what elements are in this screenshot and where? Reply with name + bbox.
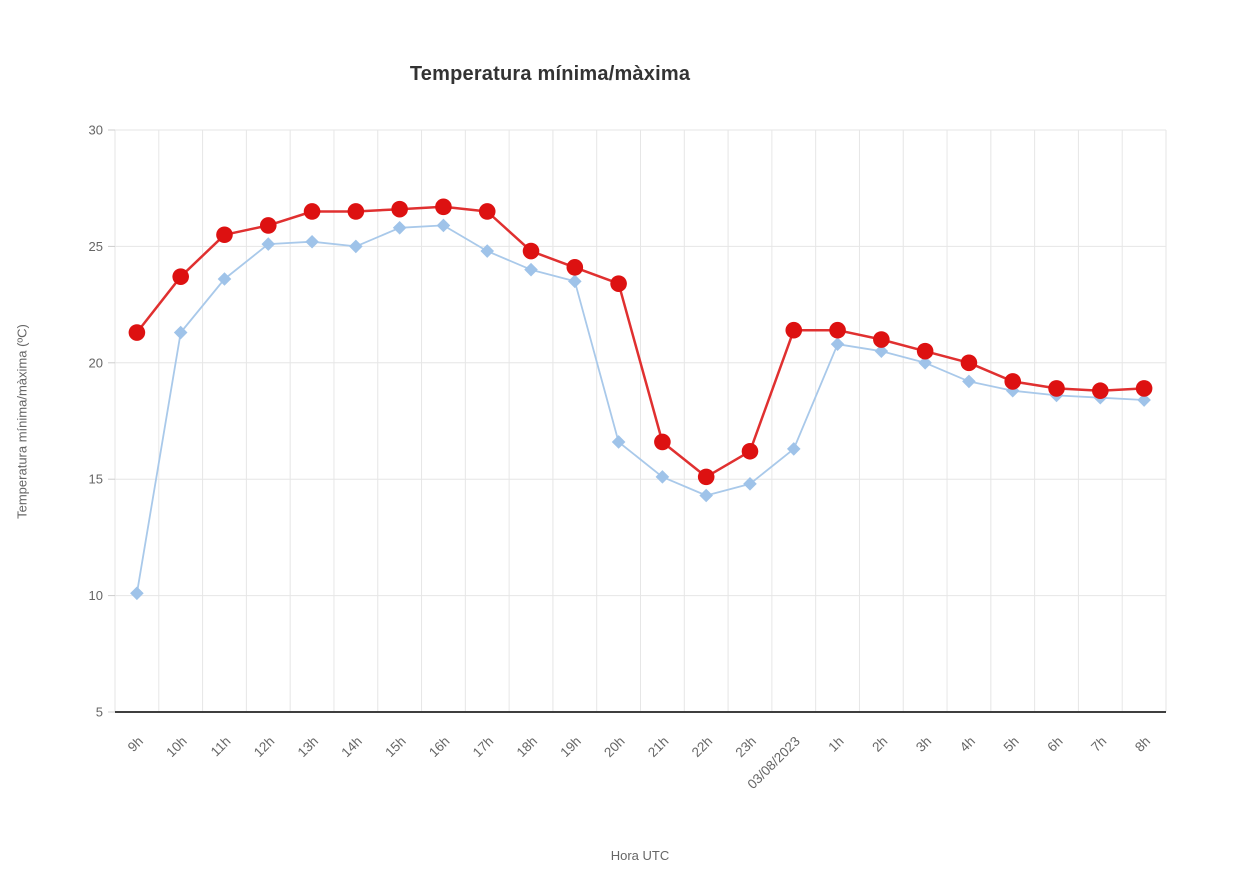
x-tick-label: 15h <box>382 734 409 761</box>
data-point-mínima[interactable] <box>699 488 713 503</box>
data-point-màxima[interactable] <box>1135 380 1153 397</box>
x-tick-label: 12h <box>251 734 278 761</box>
y-tick-label: 25 <box>89 239 103 254</box>
x-tick-label: 9h <box>125 734 146 755</box>
x-tick-label: 8h <box>1132 734 1153 755</box>
data-point-màxima[interactable] <box>566 259 584 276</box>
y-tick-label: 20 <box>89 355 103 370</box>
data-point-màxima[interactable] <box>259 217 277 234</box>
data-point-màxima[interactable] <box>610 275 627 292</box>
data-point-màxima[interactable] <box>435 198 452 216</box>
x-tick-label: 20h <box>601 734 628 761</box>
data-point-mínima[interactable] <box>611 435 626 449</box>
series-markers-màxima <box>128 198 1153 486</box>
data-point-màxima[interactable] <box>829 321 846 339</box>
x-tick-label: 3h <box>913 734 934 755</box>
data-point-mínima[interactable] <box>436 218 451 233</box>
data-point-mínima[interactable] <box>743 477 757 491</box>
x-tick-label: 18h <box>514 734 541 761</box>
data-point-màxima[interactable] <box>391 200 408 218</box>
y-tick-label: 30 <box>89 123 103 138</box>
x-tick-label: 23h <box>733 734 760 761</box>
x-tick-label: 19h <box>557 734 584 761</box>
data-point-mínima[interactable] <box>217 272 232 286</box>
chart-title: Temperatura mínima/màxima <box>409 63 691 85</box>
data-point-mínima[interactable] <box>305 234 319 249</box>
data-point-mínima[interactable] <box>568 274 582 289</box>
data-point-màxima[interactable] <box>960 354 978 372</box>
data-point-mínima[interactable] <box>962 374 976 389</box>
data-point-mínima[interactable] <box>261 237 276 251</box>
data-point-mínima[interactable] <box>524 262 538 277</box>
data-point-màxima[interactable] <box>873 331 890 348</box>
data-point-màxima[interactable] <box>347 203 365 220</box>
data-point-màxima[interactable] <box>522 242 540 260</box>
y-tick-label: 5 <box>96 705 103 720</box>
chart-context-menu-button[interactable] <box>1112 76 1160 122</box>
data-point-mínima[interactable] <box>130 586 144 601</box>
x-gridlines <box>114 130 1167 712</box>
data-point-màxima[interactable] <box>172 268 189 285</box>
data-point-màxima[interactable] <box>216 226 233 244</box>
x-tick-label: 13h <box>295 734 322 761</box>
y-axis-title: Temperatura mínima/màxima (ºC) <box>14 324 30 519</box>
data-point-mínima[interactable] <box>392 220 407 235</box>
data-point-màxima[interactable] <box>478 203 496 220</box>
x-tick-label: 6h <box>1044 734 1065 755</box>
data-point-mínima[interactable] <box>918 356 932 370</box>
y-tick-label: 15 <box>89 472 103 487</box>
x-tick-label: 11h <box>208 734 234 760</box>
x-tick-label: 7h <box>1088 734 1109 755</box>
data-point-mínima[interactable] <box>173 325 188 340</box>
y-axis-labels: 5 10 15 20 25 30 <box>89 123 103 720</box>
x-tick-label: 5h <box>1001 734 1022 755</box>
data-point-màxima[interactable] <box>1048 380 1065 397</box>
data-point-mínima[interactable] <box>786 442 801 456</box>
data-point-mínima[interactable] <box>830 337 845 351</box>
data-point-màxima[interactable] <box>128 324 146 341</box>
x-tick-label: 21h <box>645 734 672 761</box>
data-point-màxima[interactable] <box>697 468 715 486</box>
series-line-mínima <box>135 224 1145 595</box>
x-axis-title: Hora UTC <box>610 848 670 863</box>
x-tick-label: 14h <box>338 734 365 761</box>
data-point-màxima[interactable] <box>1004 373 1022 390</box>
x-axis-labels: 9h 10h 11h 12h 13h 14h 15h 16h 17h 18h 19h 20h 21h 22… <box>125 734 1153 792</box>
data-point-màxima[interactable] <box>741 442 759 460</box>
data-point-màxima[interactable] <box>654 433 671 451</box>
data-point-mínima[interactable] <box>655 470 670 484</box>
data-point-màxima[interactable] <box>303 203 321 220</box>
x-tick-label: 10h <box>163 734 190 761</box>
x-tick-label: 17h <box>470 734 497 761</box>
x-tick-label: 1h <box>825 734 846 755</box>
y-tick-label: 10 <box>89 588 103 603</box>
x-tick-label: 22h <box>689 734 716 761</box>
data-point-màxima[interactable] <box>785 321 803 339</box>
data-point-màxima[interactable] <box>916 342 934 360</box>
data-point-mínima[interactable] <box>1137 393 1151 407</box>
x-tick-label: 4h <box>957 734 978 755</box>
x-tick-label: 2h <box>869 734 890 755</box>
data-point-mínima[interactable] <box>480 244 495 258</box>
data-point-mínima[interactable] <box>874 344 889 358</box>
data-point-màxima[interactable] <box>1092 382 1109 400</box>
data-point-mínima[interactable] <box>349 239 363 254</box>
x-tick-label: 16h <box>426 734 453 761</box>
